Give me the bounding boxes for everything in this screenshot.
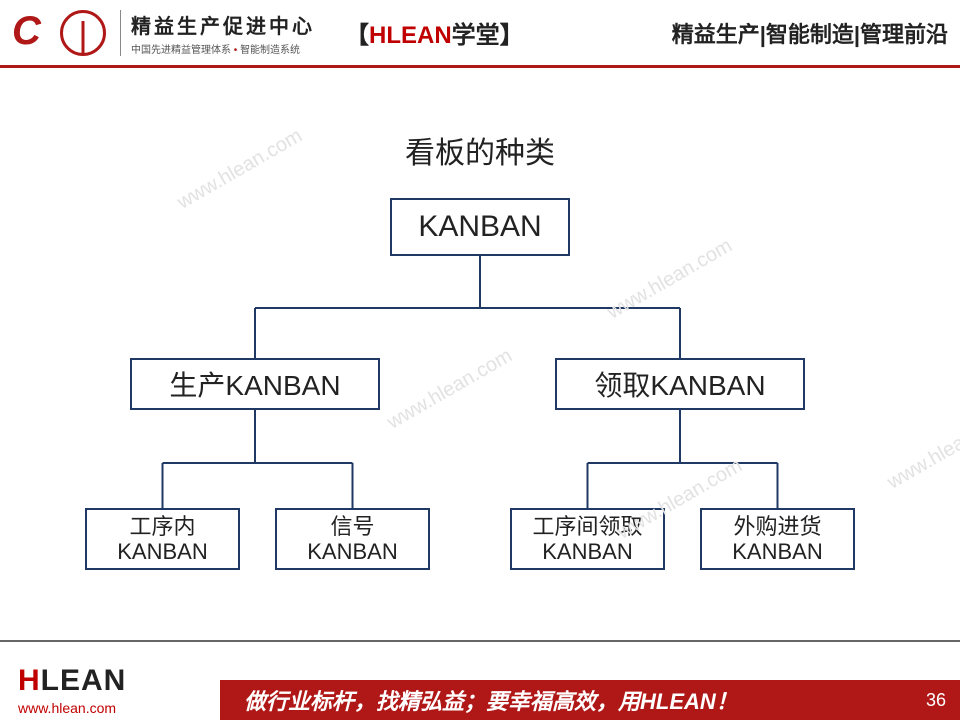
footer-bar: 做行业标杆，找精弘益；要幸福高效，用HLEAN！ 36 xyxy=(220,680,960,720)
footer-logo: HLEAN xyxy=(18,664,126,698)
tree-leaf-supplier: 外购进货 KANBAN xyxy=(700,508,855,570)
tree-node-withdrawal: 领取KANBAN xyxy=(555,358,805,410)
slide-footer: HLEAN www.hlean.com 做行业标杆，找精弘益；要幸福高效，用HL… xyxy=(0,640,960,720)
org-logo: C 精益生产促进中心 中国先进精益管理体系 • 智能制造系统 xyxy=(12,10,315,56)
hlean-school-tag: 【HLEAN学堂】 xyxy=(345,15,524,50)
watermark: www.hlean.com xyxy=(384,345,517,435)
tree-leaf-signal: 信号 KANBAN xyxy=(275,508,430,570)
watermark: www.hlean.com xyxy=(174,125,307,215)
page-number: 36 xyxy=(926,690,946,711)
tree-node-root: KANBAN xyxy=(390,198,570,256)
slide-content: 看板的种类 KANBAN 生产KANBAN 领取KANBAN 工序内 KANBA… xyxy=(0,68,960,628)
tree-leaf-interprocess: 工序间领取 KANBAN xyxy=(510,508,665,570)
tree-node-production: 生产KANBAN xyxy=(130,358,380,410)
slide-title: 看板的种类 xyxy=(405,128,555,172)
logo-c-glyph: C xyxy=(12,11,56,55)
watermark: www.hlean.com xyxy=(884,405,960,495)
footer-tagline: 做行业标杆，找精弘益；要幸福高效，用HLEAN！ xyxy=(244,684,738,716)
tree-leaf-inprocess: 工序内 KANBAN xyxy=(85,508,240,570)
logo-circle-glyph xyxy=(60,10,106,56)
slide-header: C 精益生产促进中心 中国先进精益管理体系 • 智能制造系统 【HLEAN学堂】… xyxy=(0,0,960,68)
org-subtitle: 中国先进精益管理体系 • 智能制造系统 xyxy=(131,41,315,56)
org-name: 精益生产促进中心 xyxy=(131,10,315,39)
org-name-block: 精益生产促进中心 中国先进精益管理体系 • 智能制造系统 xyxy=(120,10,315,56)
watermark: www.hlean.com xyxy=(604,235,737,325)
footer-url: www.hlean.com xyxy=(18,700,116,716)
footer-rule xyxy=(0,640,960,642)
header-topics: 精益生产|智能制造|管理前沿 xyxy=(672,17,948,49)
